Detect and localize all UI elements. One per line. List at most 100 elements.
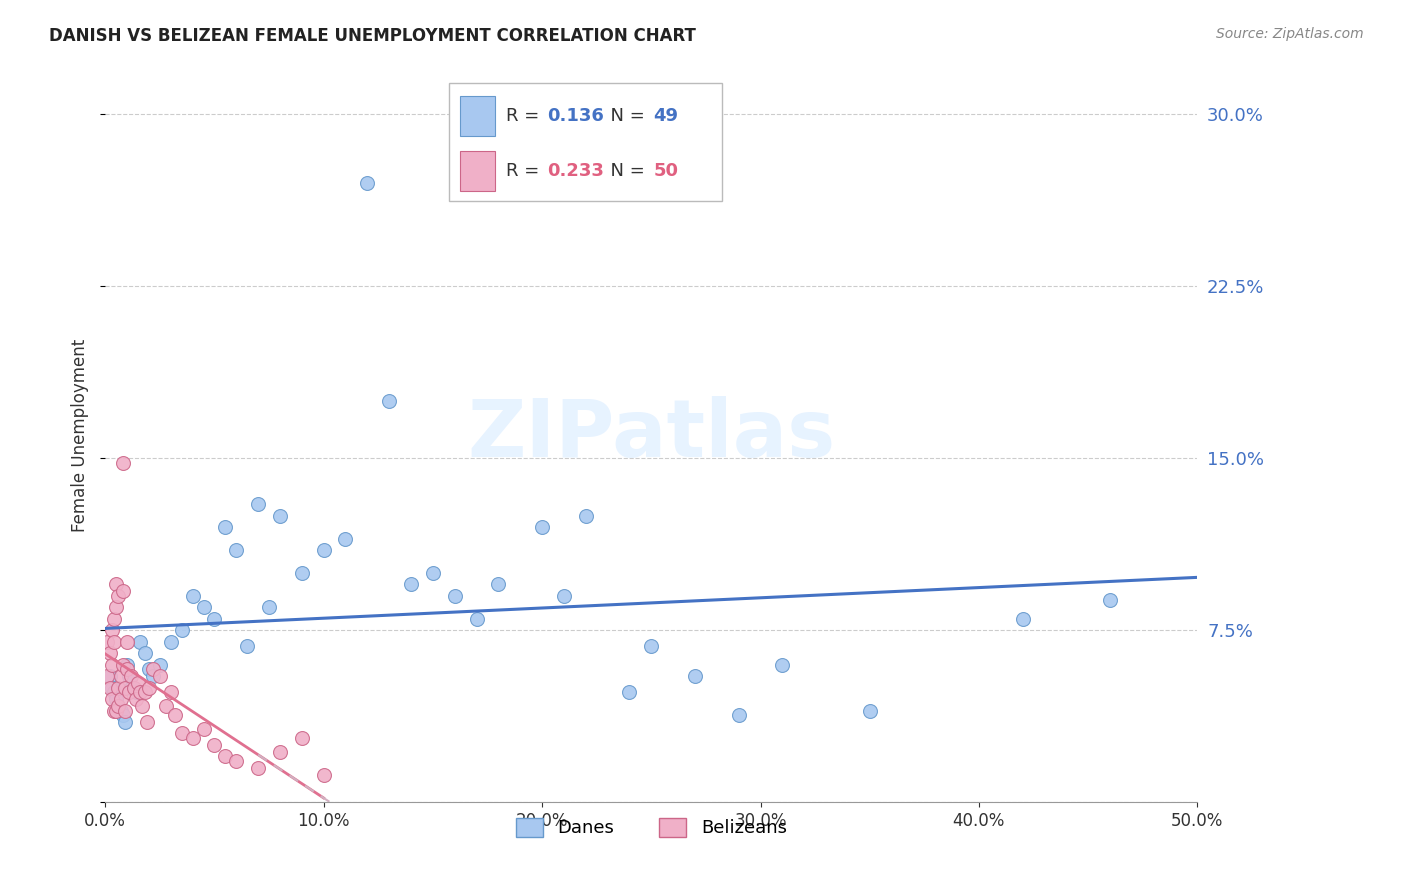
Belizeans [134,685,156,699]
Belizeans [107,698,129,713]
Belizeans [165,708,187,723]
Belizeans [193,722,215,736]
Danes [619,685,641,699]
Danes [257,600,280,615]
Legend: Danes, Belizeans: Danes, Belizeans [509,811,794,845]
Danes [159,634,181,648]
Danes [553,589,575,603]
Danes [114,714,136,729]
Belizeans [103,612,125,626]
Belizeans [204,738,226,752]
Text: N =: N = [599,162,651,180]
Belizeans [118,685,141,699]
Danes [378,394,401,409]
Text: 0.233: 0.233 [547,162,605,180]
Danes [236,640,259,654]
Y-axis label: Female Unemployment: Female Unemployment [72,339,89,532]
Danes [575,508,598,523]
Belizeans [110,692,132,706]
Danes [486,577,509,591]
Belizeans [105,704,128,718]
FancyBboxPatch shape [460,151,495,192]
Belizeans [96,634,118,648]
Danes [465,612,488,626]
Text: DANISH VS BELIZEAN FEMALE UNEMPLOYMENT CORRELATION CHART: DANISH VS BELIZEAN FEMALE UNEMPLOYMENT C… [49,27,696,45]
Danes [193,600,215,615]
Danes [225,543,247,558]
Belizeans [142,662,165,676]
Text: R =: R = [506,162,546,180]
Danes [640,640,662,654]
Belizeans [105,600,128,615]
Danes [98,669,121,683]
Belizeans [115,662,138,676]
Belizeans [138,681,160,695]
Danes [149,657,172,672]
Belizeans [291,731,314,745]
FancyBboxPatch shape [450,83,723,201]
Danes [110,704,132,718]
Belizeans [96,669,118,683]
Belizeans [103,634,125,648]
Belizeans [107,589,129,603]
Belizeans [98,681,121,695]
Text: ZIPatlas: ZIPatlas [467,396,835,475]
Danes [269,508,291,523]
Belizeans [181,731,204,745]
Danes [107,698,129,713]
Belizeans [125,692,148,706]
Danes [103,685,125,699]
Danes [181,589,204,603]
Belizeans [100,692,122,706]
FancyBboxPatch shape [460,96,495,136]
Danes [335,532,357,546]
Danes [111,708,134,723]
Belizeans [111,584,134,599]
Belizeans [312,768,335,782]
Text: 49: 49 [654,107,679,125]
Danes [1098,593,1121,607]
Danes [120,681,142,695]
Danes [138,662,160,676]
Belizeans [269,745,291,759]
Danes [125,685,148,699]
Danes [100,681,122,695]
Belizeans [107,681,129,695]
Danes [399,577,422,591]
Danes [312,543,335,558]
Belizeans [247,761,270,775]
Danes [134,646,156,660]
Belizeans [111,456,134,470]
Belizeans [103,704,125,718]
Danes [142,669,165,683]
Danes [105,692,128,706]
Danes [422,566,444,580]
Danes [770,657,793,672]
Belizeans [214,749,236,764]
Danes [683,669,706,683]
Danes [129,634,152,648]
Belizeans [100,657,122,672]
Danes [727,708,749,723]
Belizeans [159,685,181,699]
Belizeans [114,704,136,718]
Belizeans [131,698,153,713]
Belizeans [105,577,128,591]
Danes [247,497,270,511]
Belizeans [155,698,177,713]
Danes [170,624,193,638]
Belizeans [127,676,149,690]
Text: R =: R = [506,107,546,125]
Text: N =: N = [599,107,651,125]
Belizeans [114,681,136,695]
Danes [115,657,138,672]
Belizeans [110,669,132,683]
Danes [1011,612,1033,626]
Belizeans [122,681,145,695]
Danes [204,612,226,626]
Danes [531,520,554,534]
Belizeans [129,685,152,699]
Text: 0.136: 0.136 [547,107,605,125]
Belizeans [111,657,134,672]
Belizeans [98,646,121,660]
